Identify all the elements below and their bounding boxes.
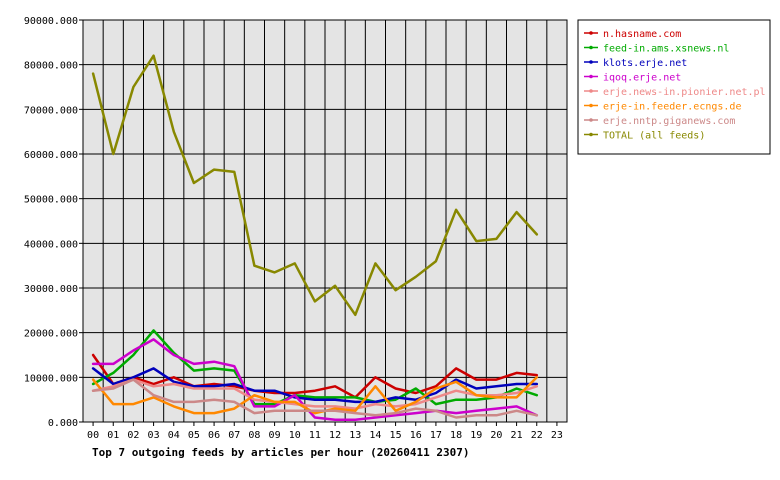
legend-label: erje-in.feeder.ecngs.de xyxy=(603,102,741,113)
legend-marker xyxy=(589,89,593,93)
legend-label: TOTAL (all feeds) xyxy=(603,131,705,142)
x-tick-label: 13 xyxy=(349,430,361,441)
x-tick-label: 02 xyxy=(127,430,139,441)
legend-marker xyxy=(589,60,593,64)
y-tick-label: 40000.000 xyxy=(24,239,78,250)
x-tick-label: 00 xyxy=(87,430,99,441)
series-line xyxy=(91,54,539,317)
series-line xyxy=(91,329,539,406)
y-tick-label: 30000.000 xyxy=(24,284,78,295)
legend-marker xyxy=(589,45,593,50)
y-tick-label: 10000.000 xyxy=(24,373,78,384)
x-tick-label: 22 xyxy=(531,430,543,441)
series-line xyxy=(91,338,539,422)
y-tick-label: 0.000 xyxy=(48,418,78,429)
x-tick-label: 20 xyxy=(490,430,502,441)
x-tick-label: 01 xyxy=(107,430,119,441)
legend-marker xyxy=(589,118,593,122)
x-tick-label: 07 xyxy=(228,430,240,441)
x-tick-label: 15 xyxy=(390,430,402,441)
x-tick-label: 23 xyxy=(551,430,563,441)
x-tick-label: 08 xyxy=(248,430,260,441)
x-tick-label: 03 xyxy=(148,430,160,441)
series-line xyxy=(91,378,539,410)
legend-label: erje.news-in.pionier.net.pl xyxy=(603,87,766,98)
y-tick-label: 50000.000 xyxy=(24,195,78,206)
x-tick-label: 04 xyxy=(168,430,180,441)
y-tick-label: 20000.000 xyxy=(24,329,78,340)
x-tick-label: 11 xyxy=(309,430,321,441)
x-tick-label: 17 xyxy=(430,430,442,441)
series-line xyxy=(91,353,539,399)
y-tick-label: 90000.000 xyxy=(24,16,78,27)
legend-box xyxy=(577,19,771,155)
x-tick-label: 19 xyxy=(470,430,482,441)
legend-marker xyxy=(589,74,593,79)
x-tick-label: 18 xyxy=(450,430,462,441)
legend-label: feed-in.ams.xsnews.nl xyxy=(603,44,729,55)
grid xyxy=(83,20,567,422)
legend-label: klots.erje.net xyxy=(603,58,687,69)
series-line xyxy=(91,367,539,404)
y-tick-label: 60000.000 xyxy=(24,150,78,161)
x-tick-label: 05 xyxy=(188,430,200,441)
x-axis-ticks: 00 01 02 03 04 05 06 07 08 09 10 11 12 13 14 15 16 17 18 19… xyxy=(87,422,563,441)
series-line xyxy=(91,376,539,415)
legend-marker xyxy=(589,31,593,35)
legend-marker xyxy=(589,132,593,137)
legend-label: n.hasname.com xyxy=(603,29,681,40)
legend-marker xyxy=(589,103,593,108)
x-tick-label: 21 xyxy=(511,430,523,441)
chart-title: Top 7 outgoing feeds by articles per hou… xyxy=(92,446,470,459)
legend-label: iqoq.erje.net xyxy=(603,73,681,84)
x-tick-label: 09 xyxy=(269,430,281,441)
x-tick-label: 14 xyxy=(369,430,381,441)
x-tick-label: 12 xyxy=(329,430,341,441)
x-tick-label: 06 xyxy=(208,430,220,441)
series-line xyxy=(91,378,539,419)
legend: n.hasname.com feed-in.ams.xsnews.nl klots.… xyxy=(577,19,771,155)
x-tick-label: 16 xyxy=(410,430,422,441)
x-tick-label: 10 xyxy=(289,430,301,441)
series-lines xyxy=(91,54,539,422)
y-axis-ticks: 0.000 10000.000 20000.000 30000.000 40000.00… xyxy=(24,16,83,429)
y-tick-label: 80000.000 xyxy=(24,61,78,72)
y-tick-label: 70000.000 xyxy=(24,105,78,116)
legend-label: erje.nntp.giganews.com xyxy=(603,116,735,127)
